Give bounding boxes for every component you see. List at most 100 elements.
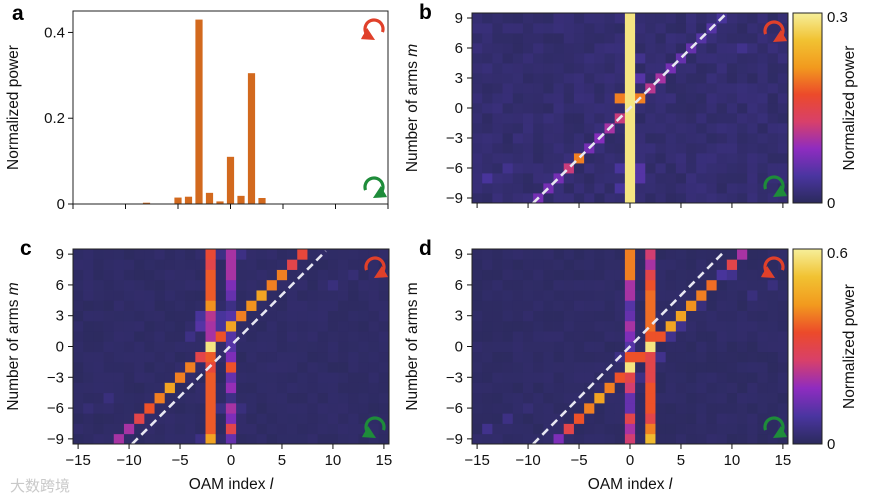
heatmap-cell	[767, 300, 779, 311]
heatmap-cell	[645, 133, 656, 144]
heatmap-cell	[492, 259, 503, 270]
heatmap-cell	[533, 133, 544, 144]
heatmap-cell	[696, 331, 707, 342]
heatmap-cell	[757, 290, 769, 301]
heatmap-cell	[675, 351, 687, 363]
heatmap-cell	[573, 290, 585, 301]
heatmap-cell	[726, 183, 738, 194]
heatmap-cell	[757, 53, 769, 64]
heatmap-cell	[358, 249, 370, 260]
y-tick-label: −6	[446, 400, 463, 417]
heatmap-cell	[276, 413, 288, 424]
heatmap-cell	[83, 433, 94, 445]
heatmap-cell	[164, 382, 176, 394]
heatmap-cell	[113, 402, 125, 414]
heatmap-cell	[502, 279, 514, 291]
heatmap-cell	[726, 402, 738, 414]
heatmap-cell	[297, 310, 308, 322]
heatmap-cell	[502, 33, 514, 44]
heatmap-cell	[482, 259, 493, 270]
heatmap-cell	[573, 63, 585, 74]
diagonal-dashed-line	[131, 250, 327, 445]
heatmap-cell	[696, 73, 707, 84]
heatmap-cell	[195, 300, 206, 311]
heatmap-cell	[614, 310, 626, 322]
heatmap-cell	[665, 320, 677, 332]
heatmap-cell	[93, 372, 104, 383]
heatmap-cell	[624, 33, 636, 44]
heatmap-cell	[747, 269, 758, 281]
heatmap-cell	[236, 300, 247, 311]
heatmap-cell	[614, 193, 626, 204]
heatmap-cell	[246, 382, 257, 394]
heatmap-cell	[358, 290, 370, 301]
heatmap-cell	[93, 279, 104, 291]
heatmap-cell	[686, 173, 697, 184]
heatmap-cell	[655, 163, 667, 174]
heatmap-cell	[747, 372, 758, 383]
heatmap-cell	[675, 63, 687, 74]
heatmap-cell	[594, 341, 605, 353]
heatmap-cell	[154, 392, 166, 404]
heatmap-cell	[635, 183, 646, 194]
heatmap-cell	[716, 143, 728, 154]
heatmap-cell	[665, 143, 677, 154]
heatmap-cell	[164, 341, 176, 353]
heatmap-cell	[73, 331, 84, 342]
heatmap-cell	[327, 392, 339, 404]
heatmap-cell	[502, 173, 514, 184]
rotation-arrow-icon-top	[360, 18, 385, 41]
heatmap-cell	[327, 413, 339, 424]
diagonal-dashed-line	[532, 14, 726, 204]
heatmap-cell	[665, 63, 677, 74]
heatmap-cell	[573, 300, 585, 311]
heatmap-cell	[604, 63, 616, 74]
heatmap-cell	[502, 53, 514, 64]
bar	[142, 202, 151, 204]
heatmap-cell	[522, 83, 534, 94]
heatmap-cell	[93, 351, 104, 363]
heatmap-cell	[297, 423, 308, 435]
heatmap-cell	[665, 402, 677, 414]
heatmap-cell	[482, 413, 493, 424]
heatmap-cell	[726, 133, 738, 144]
heatmap-cell	[492, 269, 503, 281]
heatmap-cell	[767, 402, 779, 414]
heatmap-cell	[502, 320, 514, 332]
heatmap-cell	[777, 83, 789, 94]
heatmap-cell	[614, 320, 626, 332]
heatmap-cell	[553, 290, 565, 301]
heatmap-cell	[215, 320, 227, 332]
heatmap-cell	[164, 320, 176, 332]
heatmap-cell	[716, 423, 728, 435]
heatmap-cell	[716, 331, 728, 342]
heatmap-cell	[594, 93, 605, 104]
rotation-arrow-icon-bottom	[763, 416, 788, 439]
heatmap-cell	[737, 53, 748, 64]
heatmap-cell	[512, 43, 524, 54]
heatmap-cell	[492, 83, 503, 94]
heatmap-cell	[492, 413, 503, 424]
heatmap-cell	[767, 433, 779, 445]
heatmap-cell	[348, 331, 359, 342]
heatmap-cell	[665, 193, 677, 204]
heatmap-cell	[594, 402, 605, 414]
heatmap-cell	[543, 320, 554, 332]
heatmap-cell	[716, 193, 728, 204]
heatmap-cell	[737, 433, 748, 445]
heatmap-cell	[767, 23, 779, 34]
heatmap-cell	[522, 269, 534, 281]
heatmap-cell	[73, 433, 84, 445]
heatmap-cell	[563, 382, 575, 394]
heatmap-cell	[584, 103, 595, 114]
heatmap-cell	[482, 351, 493, 363]
heatmap-cell	[533, 113, 544, 124]
heatmap-cell	[533, 103, 544, 114]
heatmap-cell	[522, 163, 534, 174]
heatmap-cell	[492, 153, 503, 164]
heatmap-cell	[757, 413, 769, 424]
heatmap-cell	[502, 413, 514, 424]
heatmap-cell	[675, 423, 687, 435]
heatmap-cell	[338, 382, 349, 394]
